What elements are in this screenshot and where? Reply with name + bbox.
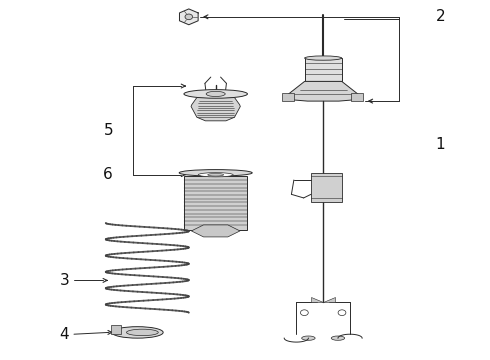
Polygon shape [192,225,240,237]
Ellipse shape [184,90,247,98]
Text: 6: 6 [103,167,113,182]
Text: 5: 5 [103,123,113,138]
Polygon shape [284,81,362,101]
Ellipse shape [112,327,163,338]
Circle shape [300,310,308,316]
Bar [184,176,247,230]
Ellipse shape [208,174,223,176]
Ellipse shape [331,336,344,340]
Circle shape [185,14,193,19]
Bar [111,325,122,334]
Bar [311,173,342,202]
Polygon shape [323,297,335,302]
Bar [305,58,342,81]
Bar [350,93,363,101]
Polygon shape [191,98,240,121]
Text: 1: 1 [436,137,445,152]
Polygon shape [311,297,323,302]
Circle shape [338,310,346,316]
Ellipse shape [206,91,225,96]
Bar [282,93,294,101]
Ellipse shape [126,329,158,336]
Ellipse shape [179,170,252,176]
Text: 4: 4 [59,327,69,342]
Polygon shape [179,9,198,25]
Ellipse shape [305,56,342,60]
Ellipse shape [302,336,315,340]
Text: 2: 2 [436,9,445,24]
Ellipse shape [198,173,233,177]
Text: 3: 3 [59,273,69,288]
